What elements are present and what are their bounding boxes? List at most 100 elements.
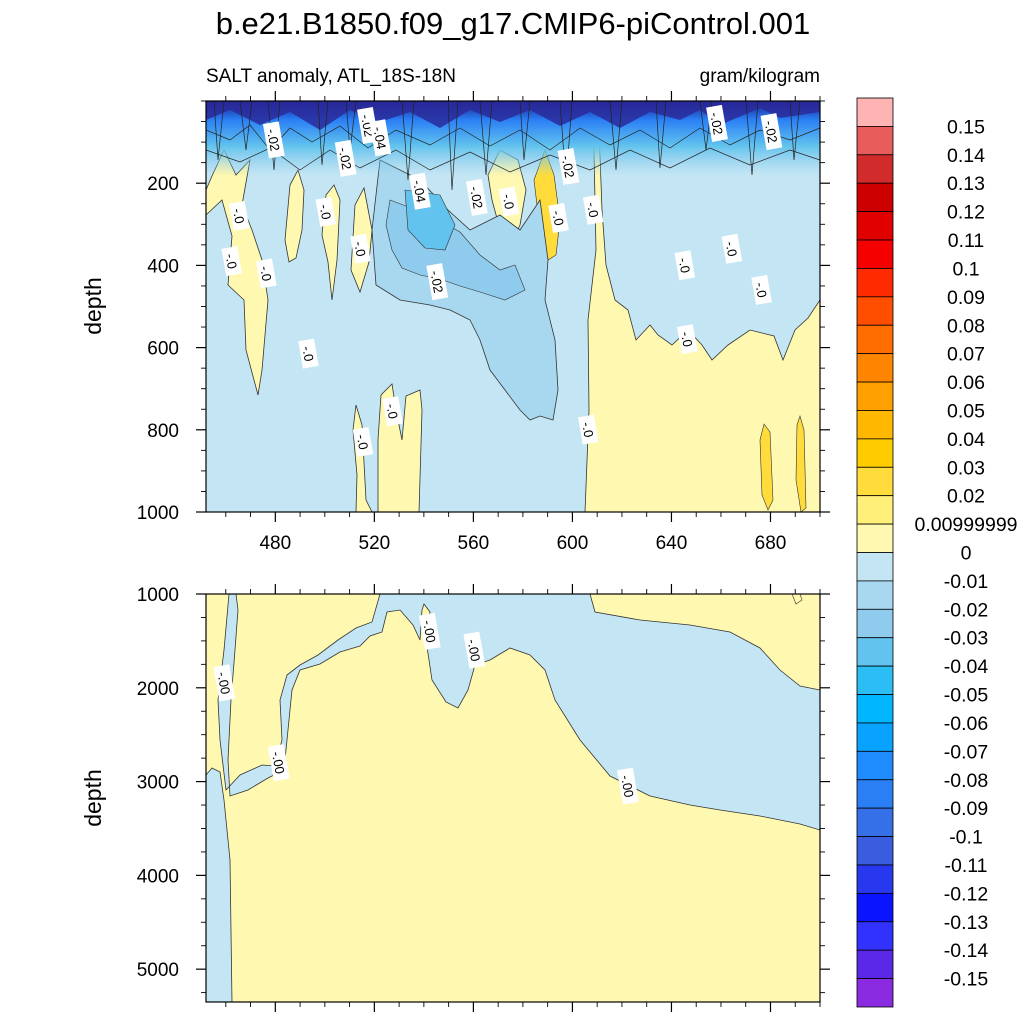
top-contour-label-text: -.04 bbox=[410, 179, 429, 204]
bottom-contour-label-box bbox=[463, 631, 486, 669]
bottom-contour-label-text: -.00 bbox=[214, 671, 233, 696]
colorbar-label: -0.02 bbox=[944, 599, 988, 621]
top-contour-label-text: -.02 bbox=[707, 111, 726, 136]
top-contour-label-text: -.0 bbox=[723, 240, 740, 258]
bottom-contour-label-box bbox=[418, 612, 441, 650]
top-contour-label-text: -.02 bbox=[427, 269, 446, 294]
top-contour-label: -.02 bbox=[557, 148, 580, 186]
top-contour-label-text: -.02 bbox=[264, 128, 283, 153]
top-y-axis-label: depth bbox=[80, 277, 106, 335]
top-contour-label: -.04 bbox=[409, 172, 431, 210]
top-contour-label-box bbox=[228, 200, 250, 231]
top-contour-label: -.0 bbox=[674, 250, 696, 281]
top-panel-units: gram/kilogram bbox=[700, 66, 820, 87]
colorbar-label: 0.14 bbox=[947, 145, 985, 167]
top-contour-label: -.0 bbox=[677, 324, 698, 355]
colorbar-swatch bbox=[856, 97, 894, 127]
top-contour-label-box bbox=[677, 324, 698, 355]
bottom-negative-region-deep-west bbox=[206, 767, 233, 1002]
top-contour-label-box bbox=[751, 274, 772, 305]
top-contour-label-box bbox=[548, 202, 569, 233]
top-contour-label: -.0 bbox=[721, 233, 743, 264]
top-x-tick-label: 640 bbox=[656, 533, 688, 554]
top-x-tick-label: 600 bbox=[557, 533, 589, 554]
top-deep-yellow-patch-1 bbox=[759, 423, 774, 511]
top-contour-label-box bbox=[721, 233, 743, 264]
bottom-contour-label: -.00 bbox=[463, 631, 486, 669]
top-contour-label: -.0 bbox=[577, 414, 599, 445]
bottom-contour-label-text: -.00 bbox=[618, 774, 637, 799]
bottom-contour-label-text: -.00 bbox=[420, 619, 439, 644]
colorbar-swatch bbox=[856, 722, 894, 752]
colorbar-swatch bbox=[856, 978, 894, 1008]
top-x-tick-label: 480 bbox=[259, 533, 291, 554]
top-contour-label-text: -.02 bbox=[559, 154, 578, 179]
top-contour-label-text: -.0 bbox=[752, 281, 769, 299]
colorbar-swatch bbox=[856, 892, 894, 923]
colorbar-swatch bbox=[856, 182, 894, 213]
colorbar-label: -0.15 bbox=[944, 969, 989, 991]
colorbar-label: 0.1 bbox=[952, 258, 979, 280]
top-surface-contour-lines bbox=[206, 101, 820, 191]
top-contour-label: -.0 bbox=[352, 426, 374, 457]
top-contour-label: -.0 bbox=[315, 196, 337, 227]
colorbar-label: 0.08 bbox=[947, 315, 985, 337]
top-x-tick-label: 520 bbox=[359, 533, 391, 554]
colorbar-swatch bbox=[856, 694, 894, 724]
colorbar-swatch bbox=[856, 807, 894, 837]
bottom-contour-label-text: -.00 bbox=[269, 750, 288, 775]
top-contour-label-text: -.02 bbox=[467, 185, 486, 210]
colorbar-label: -0.01 bbox=[944, 571, 988, 593]
bottom-contour-label-box bbox=[267, 744, 290, 782]
top-contour-label-text: -.04 bbox=[370, 126, 389, 151]
bottom-plot-frame bbox=[205, 593, 821, 1003]
colorbar-swatch bbox=[856, 410, 894, 440]
colorbar-label: -0.1 bbox=[949, 827, 983, 849]
bottom-x-ticks bbox=[225, 584, 821, 1012]
colorbar-label: -0.08 bbox=[944, 770, 988, 792]
colorbar-swatch bbox=[856, 466, 894, 497]
top-contour-label-box bbox=[426, 263, 449, 301]
colorbar-label: 0 bbox=[961, 543, 972, 565]
top-contour-label-text: -.0 bbox=[584, 201, 601, 219]
top-contour-label-text: -.0 bbox=[230, 207, 247, 225]
top-contour-label: -.0 bbox=[228, 200, 250, 231]
colorbar-label: -0.05 bbox=[944, 685, 989, 707]
top-contour-label-box bbox=[350, 233, 371, 264]
bottom-y-tick-label: 3000 bbox=[137, 773, 179, 794]
colorbar-swatch bbox=[856, 495, 894, 525]
top-y-tick-label: 600 bbox=[147, 339, 179, 360]
top-contour-label-box bbox=[577, 414, 599, 445]
bottom-contour-labels: -.00 -.00 -.00 -.00 -.00 bbox=[213, 612, 639, 805]
top-deep-yellow-patch-2 bbox=[795, 414, 807, 512]
top-contour-label-text: -.0 bbox=[383, 402, 400, 420]
top-x-tick-label: 680 bbox=[755, 533, 787, 554]
colorbar-label: 0.04 bbox=[947, 429, 985, 451]
bottom-y-tick-label: 4000 bbox=[137, 866, 179, 887]
bottom-positive-strip-east bbox=[791, 594, 803, 605]
top-contour-label-box bbox=[334, 139, 357, 177]
top-contour-label: -.0 bbox=[548, 202, 569, 233]
colorbar-label: 0.00999999 bbox=[914, 514, 1017, 536]
top-contour-label-box bbox=[760, 113, 783, 151]
top-contour-label-text: -.02 bbox=[762, 119, 781, 144]
colorbar-swatch bbox=[856, 381, 894, 411]
colorbar-swatch bbox=[856, 665, 894, 695]
colorbar-label: -0.14 bbox=[944, 940, 989, 962]
top-x-tick-label: 560 bbox=[458, 533, 490, 554]
bottom-contour-label-text: -.00 bbox=[465, 638, 484, 663]
bottom-y-tick-label: 2000 bbox=[137, 679, 179, 700]
top-contour-label-text: -.0 bbox=[223, 252, 240, 270]
top-contour-label: -.0 bbox=[256, 258, 277, 289]
top-contour-label: -.0 bbox=[298, 338, 319, 369]
colorbar-label: -0.09 bbox=[944, 798, 988, 820]
top-contour-label-text: -.0 bbox=[500, 193, 517, 211]
top-contour-label: -.0 bbox=[221, 246, 243, 277]
colorbar-label: -0.03 bbox=[944, 628, 988, 650]
top-contour-label-box bbox=[369, 119, 392, 157]
colorbar-label: 0.13 bbox=[947, 173, 985, 195]
top-y-ticks: 200 400 600 800 1000 bbox=[137, 100, 830, 524]
top-contour-label-box bbox=[706, 104, 728, 142]
colorbar-label: 0.11 bbox=[948, 230, 985, 252]
